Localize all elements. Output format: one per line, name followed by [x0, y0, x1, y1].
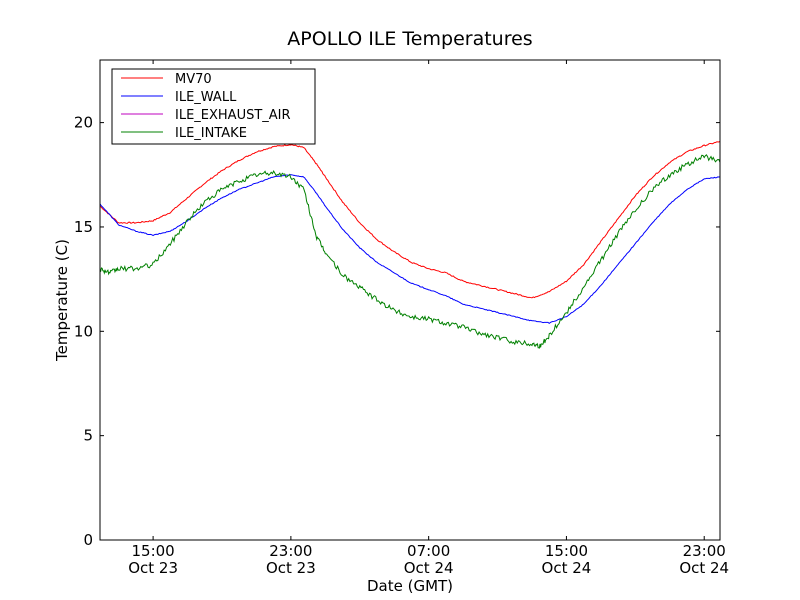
legend-label: ILE_INTAKE	[175, 126, 247, 141]
x-tick-time-label: 15:00	[131, 542, 174, 560]
x-tick-date-label: Oct 23	[128, 559, 178, 577]
series-line-ile-intake	[99, 154, 721, 349]
legend-label: MV70	[175, 72, 212, 87]
x-tick-time-label: 23:00	[269, 542, 312, 560]
series-line-ile-wall	[99, 174, 721, 324]
chart-title: APOLLO ILE Temperatures	[287, 28, 532, 50]
y-tick-label: 0	[83, 531, 93, 549]
x-tick-time-label: 15:00	[545, 542, 588, 560]
x-tick-date-label: Oct 24	[679, 559, 729, 577]
x-tick-date-label: Oct 23	[266, 559, 316, 577]
plot-frame	[99, 59, 721, 541]
legend-label: ILE_WALL	[175, 90, 237, 105]
series-line-mv70	[99, 140, 721, 299]
legend-label: ILE_EXHAUST_AIR	[175, 108, 291, 123]
x-tick-date-label: Oct 24	[542, 559, 592, 577]
series-layer	[99, 140, 721, 349]
y-tick-label: 10	[74, 322, 93, 340]
x-tick-time-label: 07:00	[407, 542, 450, 560]
x-axis-label: Date (GMT)	[367, 577, 453, 595]
legend: MV70 ILE_WALL ILE_EXHAUST_AIR ILE_INTAKE	[111, 68, 316, 145]
x-tick-date-label: Oct 24	[404, 559, 454, 577]
y-tick-label: 5	[83, 427, 93, 445]
x-tick-time-label: 23:00	[683, 542, 726, 560]
y-tick-label: 15	[74, 218, 93, 236]
y-axis-label: Temperature (C)	[53, 239, 71, 362]
y-tick-label: 20	[74, 114, 93, 132]
